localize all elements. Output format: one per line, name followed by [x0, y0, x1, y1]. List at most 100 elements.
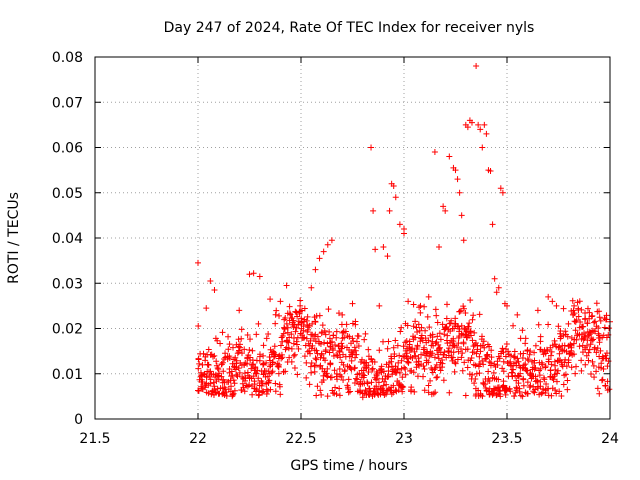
- data-point: [356, 387, 363, 394]
- data-point: [263, 335, 270, 342]
- data-point: [582, 333, 589, 340]
- data-point: [464, 364, 471, 371]
- data-point: [452, 315, 459, 322]
- data-point: [313, 356, 320, 363]
- data-point: [386, 207, 393, 214]
- data-point: [507, 388, 514, 395]
- data-point: [526, 351, 533, 358]
- data-point: [339, 311, 346, 318]
- data-point: [455, 340, 462, 347]
- data-point: [303, 359, 310, 366]
- data-point: [231, 380, 238, 387]
- data-point: [313, 347, 320, 354]
- y-tick-label: 0.08: [52, 50, 83, 66]
- data-point: [303, 374, 310, 381]
- data-point: [512, 389, 519, 396]
- data-point: [400, 343, 407, 350]
- data-point: [467, 328, 474, 335]
- data-point: [247, 354, 254, 361]
- data-point: [411, 388, 418, 395]
- data-point: [248, 365, 255, 372]
- data-point: [542, 363, 549, 370]
- data-point: [516, 385, 523, 392]
- data-point: [296, 310, 303, 317]
- data-point: [440, 203, 447, 210]
- data-point: [562, 328, 569, 335]
- data-point: [536, 372, 543, 379]
- data-point: [231, 387, 238, 394]
- data-point: [548, 392, 555, 399]
- data-point: [450, 349, 457, 356]
- data-point: [199, 361, 206, 368]
- data-point: [398, 324, 405, 331]
- data-point: [460, 303, 467, 310]
- y-tick-label: 0.05: [52, 186, 83, 202]
- data-point: [384, 253, 391, 260]
- data-point: [469, 337, 476, 344]
- data-point: [334, 352, 341, 359]
- data-point: [451, 368, 458, 375]
- data-point: [362, 364, 369, 371]
- data-point: [598, 377, 605, 384]
- data-point: [212, 374, 219, 381]
- data-point: [324, 241, 331, 248]
- data-point: [563, 363, 570, 370]
- data-point: [439, 321, 446, 328]
- data-point: [582, 361, 589, 368]
- data-point: [414, 342, 421, 349]
- data-point: [271, 343, 278, 350]
- data-point: [425, 359, 432, 366]
- data-point: [417, 309, 424, 316]
- x-tick-label: 24: [601, 431, 619, 447]
- data-point: [254, 367, 261, 374]
- data-point: [244, 360, 251, 367]
- data-point: [515, 380, 522, 387]
- data-point: [509, 373, 516, 380]
- data-point: [562, 371, 569, 378]
- data-point: [527, 348, 534, 355]
- data-point: [510, 353, 517, 360]
- data-point: [469, 316, 476, 323]
- data-point: [236, 347, 243, 354]
- data-point: [497, 393, 504, 400]
- data-point: [318, 330, 325, 337]
- data-point: [433, 374, 440, 381]
- x-tick-label: 23: [395, 431, 413, 447]
- data-point: [592, 328, 599, 335]
- data-point: [420, 346, 427, 353]
- data-point: [363, 388, 370, 395]
- data-point: [366, 391, 373, 398]
- data-point: [366, 385, 373, 392]
- data-point: [446, 320, 453, 327]
- data-point: [603, 334, 610, 341]
- data-point: [352, 347, 359, 354]
- data-point: [361, 336, 368, 343]
- data-point: [276, 381, 283, 388]
- data-point: [487, 360, 494, 367]
- data-point: [532, 342, 539, 349]
- data-point: [335, 310, 342, 317]
- data-point: [531, 349, 538, 356]
- data-point: [526, 384, 533, 391]
- y-tick-label: 0.03: [52, 276, 83, 292]
- data-point: [459, 367, 466, 374]
- data-point: [606, 325, 613, 332]
- data-point: [238, 326, 245, 333]
- data-point: [500, 349, 507, 356]
- data-point: [236, 307, 243, 314]
- data-point: [474, 342, 481, 349]
- data-point: [309, 342, 316, 349]
- data-point: [553, 378, 560, 385]
- data-point: [597, 347, 604, 354]
- data-point: [278, 334, 285, 341]
- data-point: [355, 343, 362, 350]
- data-point: [282, 314, 289, 321]
- data-point: [580, 323, 587, 330]
- data-point: [449, 357, 456, 364]
- data-point: [383, 381, 390, 388]
- data-point: [303, 317, 310, 324]
- data-point: [585, 349, 592, 356]
- data-point: [524, 367, 531, 374]
- data-point: [311, 362, 318, 369]
- data-point: [211, 386, 218, 393]
